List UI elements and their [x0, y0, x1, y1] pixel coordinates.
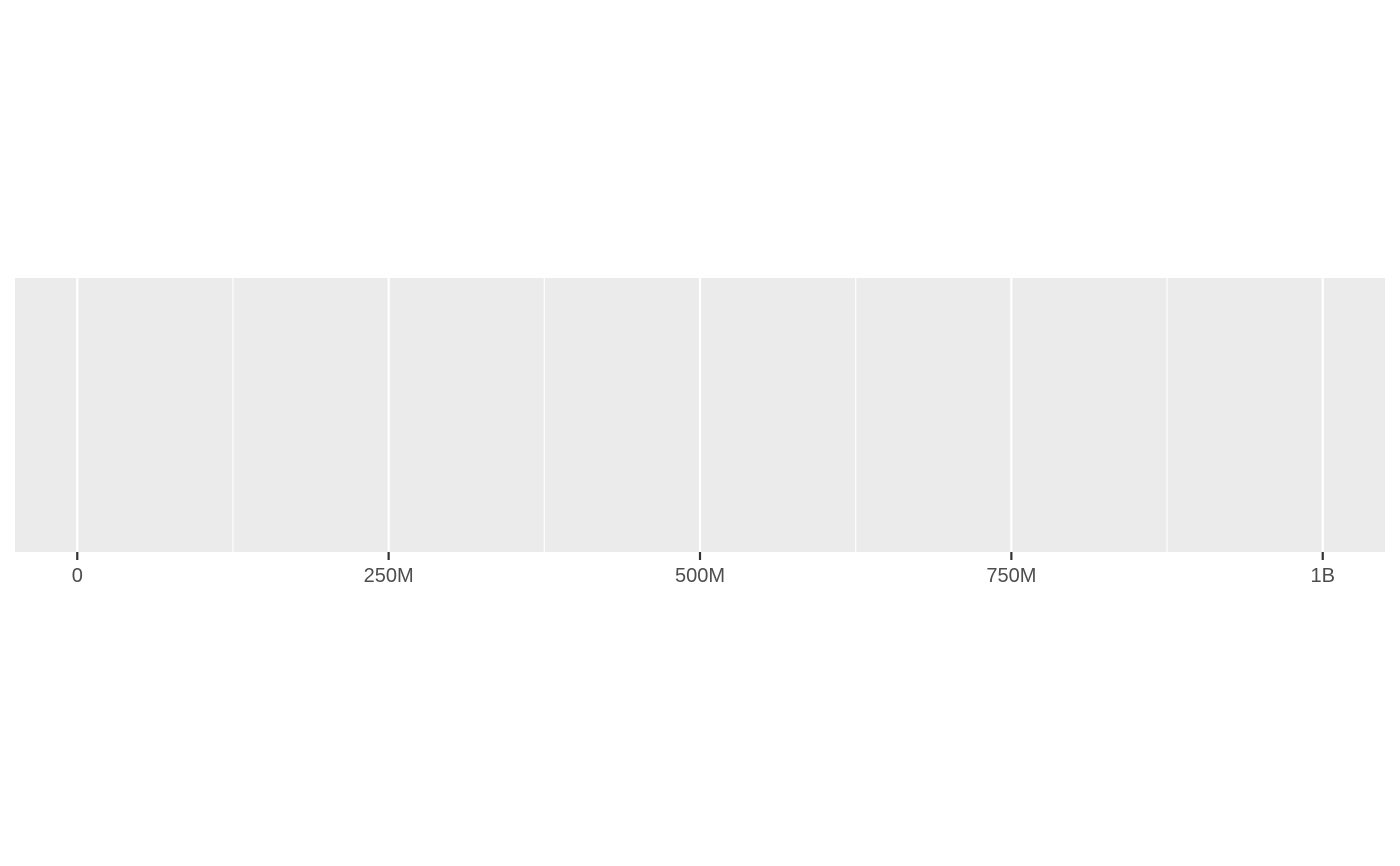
- x-tick-label-2: 500M: [675, 565, 725, 587]
- x-tick-label-4: 1B: [1310, 565, 1334, 587]
- x-tick-label-1: 250M: [364, 565, 414, 587]
- major-gridlines: [76, 278, 1324, 552]
- minor-gridlines: [232, 278, 1168, 552]
- x-axis: 0 250M 500M 750M 1B: [72, 552, 1335, 587]
- x-tick-label-0: 0: [72, 565, 83, 587]
- x-tick-label-3: 750M: [986, 565, 1036, 587]
